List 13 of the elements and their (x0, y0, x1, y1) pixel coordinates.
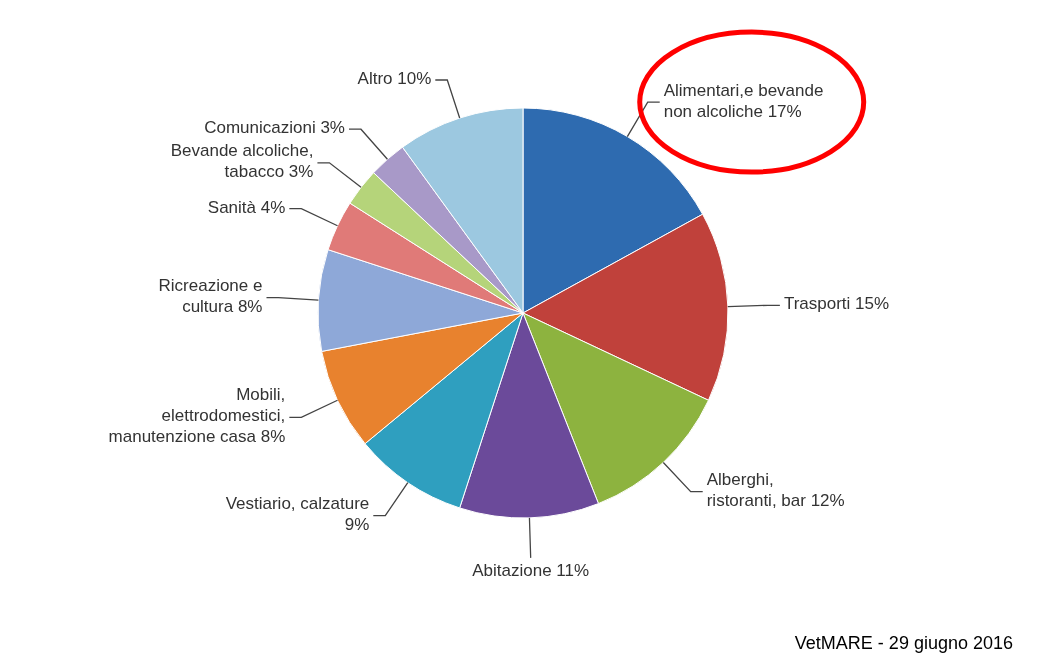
slice-label: Abitazione 11% (472, 561, 590, 581)
slice-label: Bevande alcoliche, tabacco 3% (170, 141, 314, 182)
slice-label: Alberghi, ristoranti, bar 12% (706, 470, 845, 511)
data-label: 9% (344, 515, 370, 535)
text: VetMARE - 29 giugno 2016 (793, 633, 1014, 654)
slice-label: Alimentari,e bevande non alcoliche 17% (663, 81, 824, 122)
slice-label: Mobili, elettrodomestici, manutenzione casa 8% (108, 385, 286, 447)
slice-label: Altro 10% (357, 69, 432, 89)
slice-label: Ricreazione e cultura 8% (158, 276, 263, 317)
slice-label: Vestiario, calzature (225, 494, 370, 514)
slice-label: Trasporti 15% (783, 294, 890, 314)
slice-label: Comunicazioni 3% (204, 118, 345, 138)
slice-label: Sanità 4% (207, 198, 286, 218)
